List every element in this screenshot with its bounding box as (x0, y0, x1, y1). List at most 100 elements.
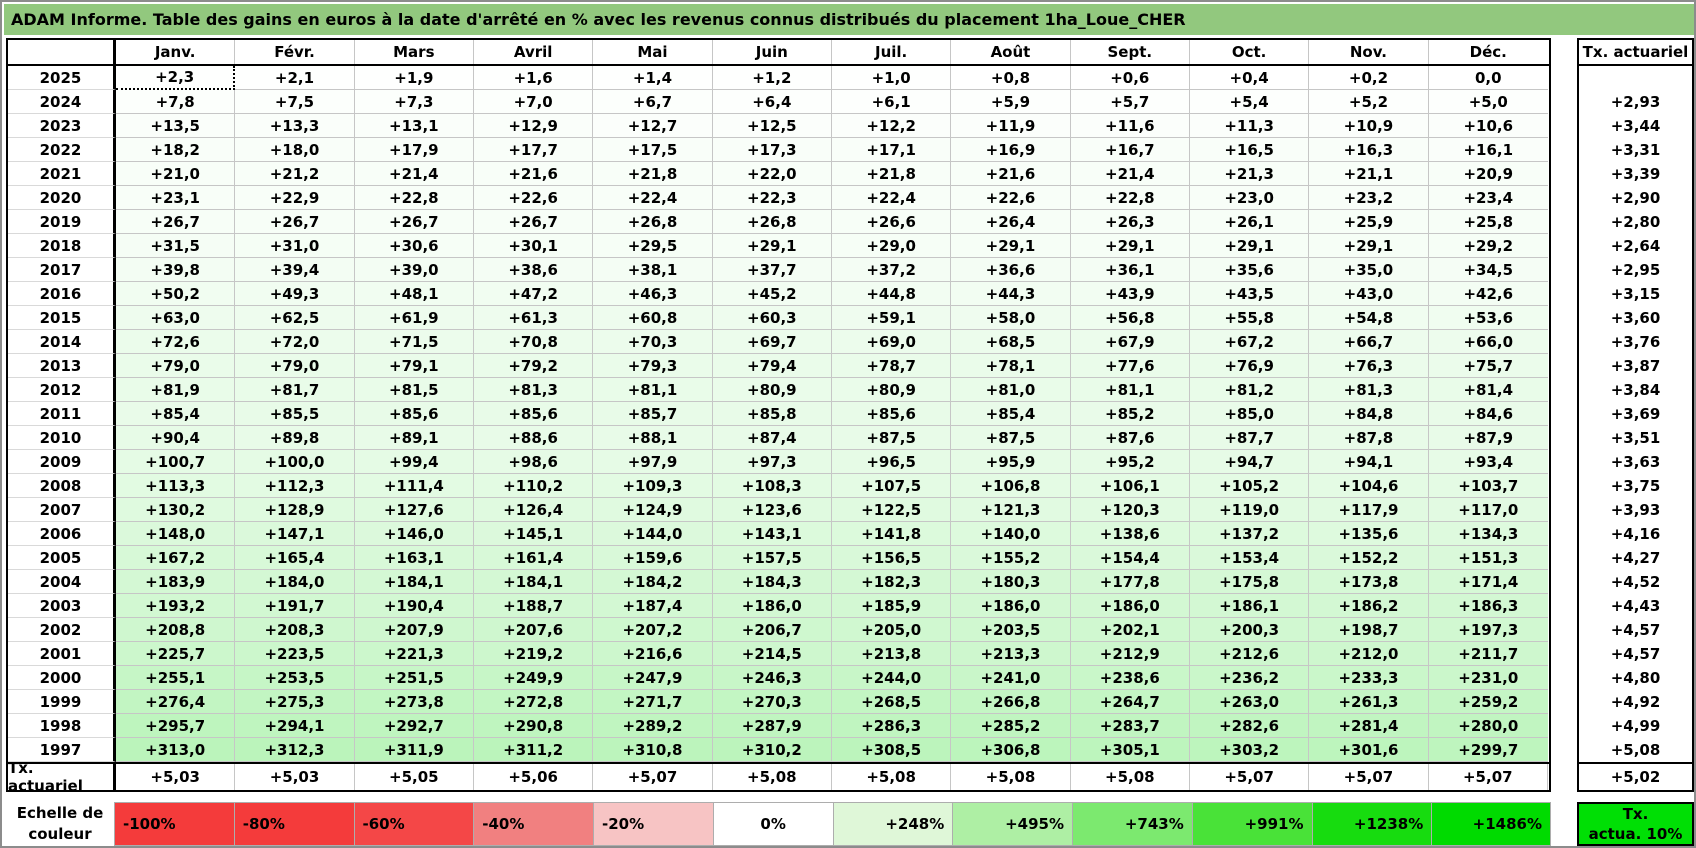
cell-2025-Juin[interactable]: +1,2 (712, 66, 832, 90)
cell-2012-Juin[interactable]: +80,9 (712, 378, 832, 402)
cell-2016-Juin[interactable]: +45,2 (712, 282, 832, 306)
cell-2012-Août[interactable]: +81,0 (951, 378, 1071, 402)
year-label-2011[interactable]: 2011 (8, 402, 116, 426)
cell-2020-Avril[interactable]: +22,6 (473, 186, 594, 210)
actuarial-2009[interactable]: +3,63 (1610, 453, 1661, 471)
cell-2019-Févr[interactable]: +26,7 (235, 210, 355, 234)
cell-2022-Janv[interactable]: +18,2 (116, 138, 236, 162)
cell-2003-Janv[interactable]: +193,2 (116, 594, 236, 618)
cell-2005-Mars[interactable]: +163,1 (354, 546, 474, 570)
cell-2007-Nov[interactable]: +117,9 (1309, 498, 1429, 522)
cell-2013-Août[interactable]: +78,1 (951, 354, 1071, 378)
actuarial-2013[interactable]: +3,87 (1610, 357, 1661, 375)
cell-2002-Mai[interactable]: +207,2 (593, 618, 713, 642)
cell-1999-Mai[interactable]: +271,7 (593, 690, 713, 714)
cell-2011-Mai[interactable]: +85,7 (593, 402, 713, 426)
cell-2002-Févr[interactable]: +208,3 (235, 618, 355, 642)
month-header-Févr[interactable]: Févr. (235, 40, 355, 64)
month-header-Oct[interactable]: Oct. (1189, 40, 1310, 64)
cell-2002-Oct[interactable]: +200,3 (1189, 618, 1310, 642)
cell-2005-Déc[interactable]: +151,3 (1428, 546, 1548, 570)
cell-2019-Mars[interactable]: +26,7 (354, 210, 474, 234)
year-label-2009[interactable]: 2009 (8, 450, 116, 474)
corner-cell[interactable] (8, 40, 116, 64)
cell-2008-Déc[interactable]: +103,7 (1428, 474, 1548, 498)
actuarial-2018[interactable]: +2,64 (1610, 237, 1661, 255)
month-header-Mars[interactable]: Mars (354, 40, 474, 64)
cell-2007-Mai[interactable]: +124,9 (593, 498, 713, 522)
cell-2016-Juil[interactable]: +44,8 (831, 282, 952, 306)
cell-2002-Juil[interactable]: +205,0 (831, 618, 952, 642)
cell-2010-Juin[interactable]: +87,4 (712, 426, 832, 450)
cell-2024-Sept[interactable]: +5,7 (1070, 90, 1190, 114)
cell-2004-Août[interactable]: +180,3 (951, 570, 1071, 594)
cell-2020-Août[interactable]: +22,6 (951, 186, 1071, 210)
cell-2000-Déc[interactable]: +231,0 (1428, 666, 1548, 690)
cell-2004-Mars[interactable]: +184,1 (354, 570, 474, 594)
cell-2014-Déc[interactable]: +66,0 (1428, 330, 1548, 354)
month-header-Janv[interactable]: Janv. (116, 40, 236, 64)
actuarial-2004[interactable]: +4,52 (1610, 573, 1661, 591)
cell-2022-Juil[interactable]: +17,1 (831, 138, 952, 162)
cell-2006-Juil[interactable]: +141,8 (831, 522, 952, 546)
cell-2025-Nov[interactable]: +0,2 (1309, 66, 1429, 90)
cell-2000-Août[interactable]: +241,0 (951, 666, 1071, 690)
cell-2019-Nov[interactable]: +25,9 (1309, 210, 1429, 234)
cell-2023-Janv[interactable]: +13,5 (116, 114, 236, 138)
cell-2017-Juil[interactable]: +37,2 (831, 258, 952, 282)
cell-2021-Mars[interactable]: +21,4 (354, 162, 474, 186)
cell-2022-Mai[interactable]: +17,5 (593, 138, 713, 162)
cell-2014-Févr[interactable]: +72,0 (235, 330, 355, 354)
cell-2023-Avril[interactable]: +12,9 (473, 114, 594, 138)
cell-2012-Mars[interactable]: +81,5 (354, 378, 474, 402)
cell-2015-Sept[interactable]: +56,8 (1070, 306, 1190, 330)
cell-2009-Sept[interactable]: +95,2 (1070, 450, 1190, 474)
summary-cell-Nov[interactable]: +5,07 (1309, 764, 1429, 790)
cell-2001-Mars[interactable]: +221,3 (354, 642, 474, 666)
cell-2015-Déc[interactable]: +53,6 (1428, 306, 1548, 330)
cell-2013-Déc[interactable]: +75,7 (1428, 354, 1548, 378)
cell-2021-Juil[interactable]: +21,8 (831, 162, 952, 186)
cell-2005-Avril[interactable]: +161,4 (473, 546, 594, 570)
cell-2006-Déc[interactable]: +134,3 (1428, 522, 1548, 546)
actuarial-2015[interactable]: +3,60 (1610, 309, 1661, 327)
cell-2014-Sept[interactable]: +67,9 (1070, 330, 1190, 354)
cell-2003-Févr[interactable]: +191,7 (235, 594, 355, 618)
cell-2010-Déc[interactable]: +87,9 (1428, 426, 1548, 450)
cell-2022-Août[interactable]: +16,9 (951, 138, 1071, 162)
cell-2016-Avril[interactable]: +47,2 (473, 282, 594, 306)
cell-2022-Déc[interactable]: +16,1 (1428, 138, 1548, 162)
cell-2015-Juil[interactable]: +59,1 (831, 306, 952, 330)
summary-cell-Févr[interactable]: +5,03 (235, 764, 355, 790)
cell-2015-Mars[interactable]: +61,9 (354, 306, 474, 330)
cell-2025-Oct[interactable]: +0,4 (1189, 66, 1310, 90)
cell-2023-Déc[interactable]: +10,6 (1428, 114, 1548, 138)
cell-1999-Oct[interactable]: +263,0 (1189, 690, 1310, 714)
cell-2012-Nov[interactable]: +81,3 (1309, 378, 1429, 402)
cell-1997-Janv[interactable]: +313,0 (116, 738, 236, 762)
cell-2020-Févr[interactable]: +22,9 (235, 186, 355, 210)
cell-2018-Févr[interactable]: +31,0 (235, 234, 355, 258)
cell-2019-Janv[interactable]: +26,7 (116, 210, 236, 234)
cell-2006-Avril[interactable]: +145,1 (473, 522, 594, 546)
cell-2024-Août[interactable]: +5,9 (951, 90, 1071, 114)
cell-2023-Mai[interactable]: +12,7 (593, 114, 713, 138)
actuarial-2003[interactable]: +4,43 (1610, 597, 1661, 615)
cell-2016-Janv[interactable]: +50,2 (116, 282, 236, 306)
cell-2007-Mars[interactable]: +127,6 (354, 498, 474, 522)
year-label-2004[interactable]: 2004 (8, 570, 116, 594)
cell-2025-Avril[interactable]: +1,6 (473, 66, 594, 90)
year-label-1999[interactable]: 1999 (8, 690, 116, 714)
cell-2017-Sept[interactable]: +36,1 (1070, 258, 1190, 282)
cell-2012-Oct[interactable]: +81,2 (1189, 378, 1310, 402)
cell-2024-Avril[interactable]: +7,0 (473, 90, 594, 114)
cell-2016-Déc[interactable]: +42,6 (1428, 282, 1548, 306)
cell-2023-Août[interactable]: +11,9 (951, 114, 1071, 138)
cell-2000-Juin[interactable]: +246,3 (712, 666, 832, 690)
cell-2005-Nov[interactable]: +152,2 (1309, 546, 1429, 570)
actuarial-2017[interactable]: +2,95 (1610, 261, 1661, 279)
cell-2005-Mai[interactable]: +159,6 (593, 546, 713, 570)
actuarial-2023[interactable]: +3,44 (1610, 117, 1661, 135)
cell-2017-Janv[interactable]: +39,8 (116, 258, 236, 282)
actuarial-2007[interactable]: +3,93 (1610, 501, 1661, 519)
